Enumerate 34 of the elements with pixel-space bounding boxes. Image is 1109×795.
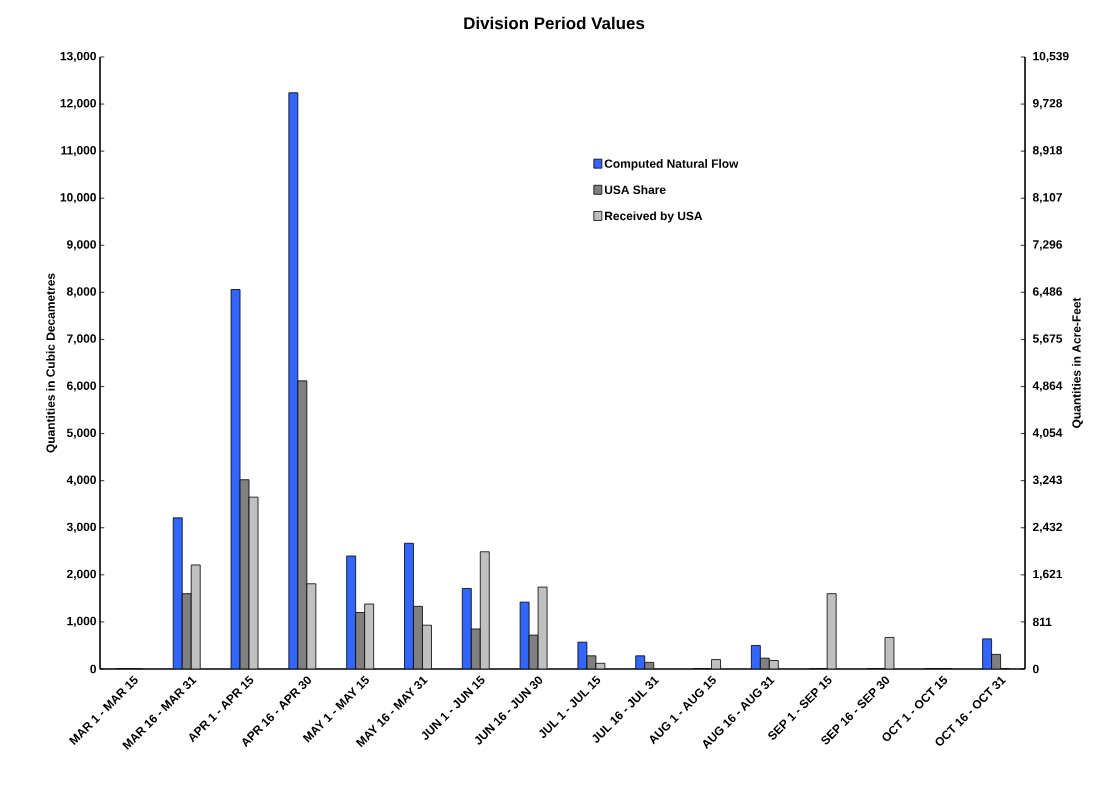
y2-tick-label: 9,728: [1032, 98, 1063, 110]
legend-label: Received by USA: [605, 211, 703, 223]
y2-tick-label: 4,864: [1032, 381, 1063, 392]
y2-tick-label: 4,054: [1032, 428, 1063, 439]
y-tick-label: 0: [90, 664, 96, 674]
y-tick-label: 13,000: [60, 51, 96, 63]
y2-tick-label: 6,486: [1032, 287, 1063, 298]
y-tick-label: 8,000: [66, 287, 96, 298]
y-tick-label: 11,000: [61, 146, 96, 157]
y-tick-label: 12,000: [60, 98, 96, 110]
y2-tick-label: 10,539: [1033, 51, 1069, 63]
y-tick-label: 9,000: [66, 240, 96, 251]
chart-title: Division Period Values: [464, 16, 645, 30]
y2-tick-label: 0: [1033, 664, 1039, 674]
y-tick-label: 4,000: [66, 475, 96, 486]
y2-tick-label: 811: [1032, 617, 1052, 627]
legend-label: USA Share: [604, 185, 666, 194]
y2-axis-title: Quantities in Acre-Feet: [1071, 297, 1083, 428]
y2-tick-label: 5,675: [1032, 334, 1063, 345]
y-tick-label: 3,000: [66, 522, 96, 533]
y2-tick-label: 2,432: [1032, 522, 1062, 533]
y2-tick-label: 1,621: [1033, 569, 1063, 580]
y-tick-label: 5,000: [66, 428, 96, 439]
y2-tick-label: 8,107: [1032, 193, 1062, 204]
y-tick-label: 2,000: [66, 569, 96, 580]
y2-tick-label: 3,243: [1032, 475, 1063, 486]
y-tick-label: 6,000: [67, 381, 96, 392]
y-axis-title: Quantities in Cubic Decametres: [46, 273, 58, 453]
y2-tick-label: 7,296: [1033, 240, 1063, 251]
y-tick-label: 10,000: [60, 193, 96, 204]
y2-tick-label: 8,918: [1032, 146, 1063, 157]
y-tick-label: 1,000: [67, 616, 96, 627]
legend-label: Computed Natural Flow: [604, 159, 739, 171]
y-tick-label: 7,000: [67, 334, 96, 345]
